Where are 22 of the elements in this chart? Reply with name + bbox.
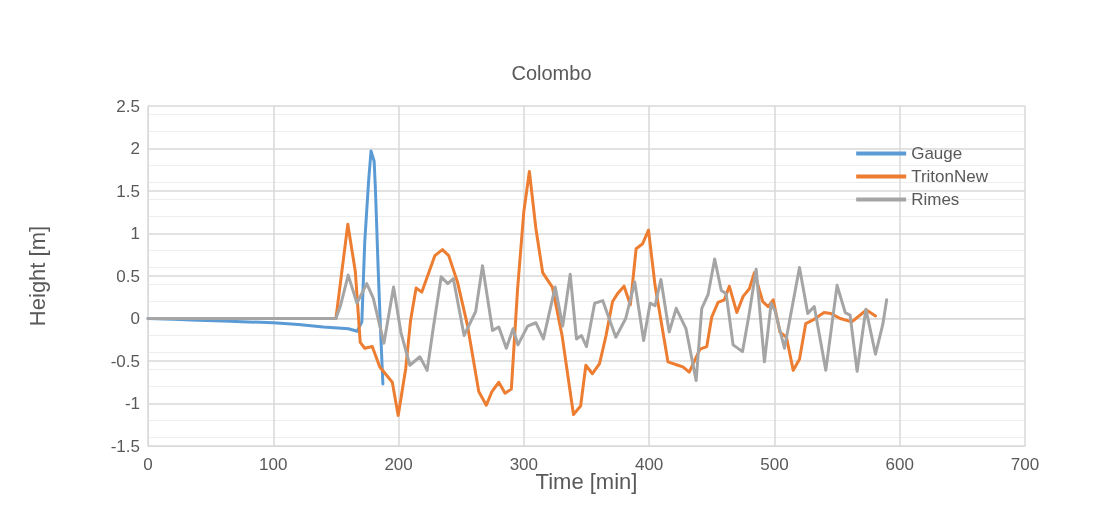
x-tick-label: 0 (143, 455, 153, 474)
legend-label: Gauge (911, 144, 963, 163)
y-tick-label: -1.5 (110, 436, 140, 456)
y-tick-label: 0 (130, 309, 140, 328)
y-tick-label: 2.5 (116, 96, 140, 116)
legend-label: TritonNew (911, 167, 989, 186)
y-tick-label: 2 (130, 139, 140, 158)
y-tick-label: 1.5 (116, 181, 140, 201)
x-tick-label: 100 (259, 455, 288, 474)
chart-title: Colombo (511, 62, 592, 84)
x-tick-label: 500 (760, 455, 789, 474)
y-tick-label: -0.5 (110, 351, 140, 371)
x-tick-label: 600 (885, 455, 914, 474)
y-tick-label: 1 (130, 224, 140, 243)
y-tick-label: -1 (124, 394, 140, 413)
y-tick-label: 0.5 (116, 266, 140, 286)
legend-label: Rimes (911, 190, 960, 209)
line-series (146, 257, 889, 383)
x-tick-label: 700 (1010, 455, 1040, 474)
y-axis-title: Height [m] (24, 225, 50, 327)
line-series (334, 169, 878, 417)
x-tick-label: 200 (384, 455, 413, 474)
